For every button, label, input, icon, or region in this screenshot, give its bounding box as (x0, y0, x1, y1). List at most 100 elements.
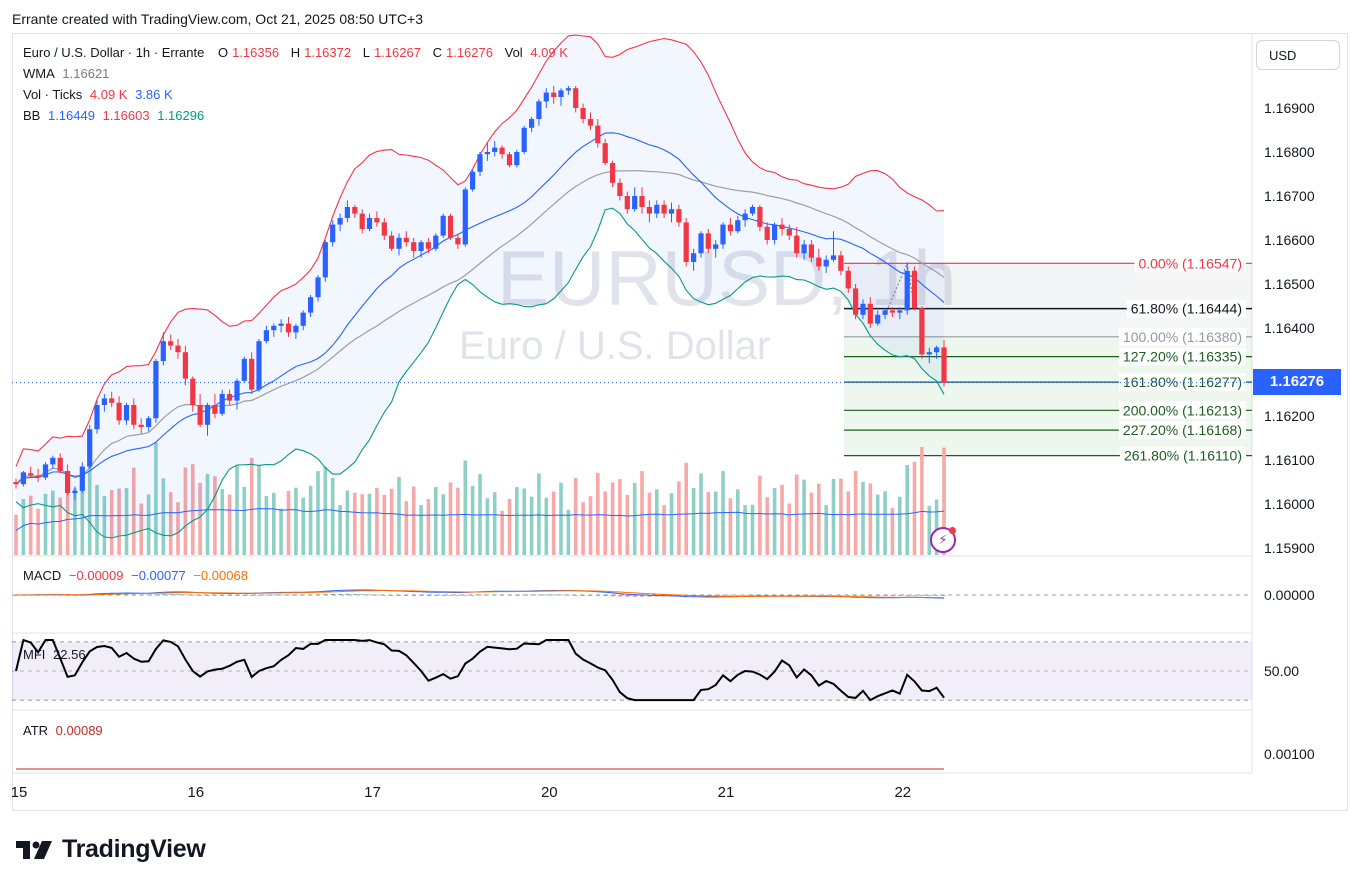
macd-histogram-bar (205, 595, 210, 596)
volume-bar (677, 481, 681, 555)
bb-upper-value: 1.16603 (102, 108, 150, 123)
volume-bar (36, 508, 40, 555)
volume-bar (492, 492, 497, 555)
macd-axis-label: 0.00000 (1264, 587, 1315, 603)
volume-bar (58, 497, 62, 555)
volume-bar (102, 496, 107, 555)
candle-body (919, 308, 925, 355)
candle-body (492, 147, 498, 152)
candle-body (632, 196, 638, 210)
candle-body (668, 209, 675, 214)
chart-frame (12, 33, 1348, 811)
volume-bar (124, 488, 129, 555)
macd-histogram-bar (198, 595, 203, 596)
macd-histogram-bar (227, 595, 232, 596)
candle-body (256, 341, 262, 390)
macd-histogram-bar (242, 595, 247, 596)
candle-body (801, 244, 807, 254)
macd-histogram-bar (153, 594, 158, 596)
legend-row-wma[interactable]: WMA 1.16621 (23, 66, 113, 81)
fib-label-background (1119, 446, 1246, 465)
macd-histogram-bar (632, 595, 637, 597)
candle-body (197, 405, 203, 425)
volume-bar (441, 494, 445, 555)
tradingview-logo[interactable]: TradingView (16, 835, 206, 864)
volume-bar (316, 471, 320, 555)
macd-histogram-bar (934, 595, 939, 596)
atr-value: 0.00089 (55, 723, 103, 738)
legend-row-bb[interactable]: BB 1.16449 1.16603 1.16296 (23, 108, 208, 123)
volume-bar (257, 465, 261, 555)
candle-body (941, 347, 947, 383)
symbol-title[interactable]: Euro / U.S. Dollar · 1h · Errante (23, 45, 205, 60)
wma-label: WMA (23, 66, 55, 81)
candle-body (484, 152, 490, 155)
macd-histogram-bar (942, 595, 946, 596)
candle-body (705, 233, 711, 249)
candle-body (610, 163, 616, 183)
logo-text: TradingView (62, 835, 206, 863)
volume-bar (824, 505, 828, 555)
atr-legend[interactable]: ATR 0.00089 (23, 723, 107, 738)
flash-icon[interactable]: ⚡ (930, 527, 956, 553)
volume-bar (87, 455, 92, 555)
candle-body (447, 215, 454, 238)
macd-histogram-bar (566, 594, 571, 596)
macd-histogram-bar (404, 595, 409, 596)
macd-histogram-bar (323, 594, 328, 595)
candle-body (514, 152, 520, 166)
volume-bar (109, 490, 114, 555)
volume-bar (456, 487, 460, 555)
macd-histogram-bar (507, 594, 512, 596)
macd-histogram-bar (65, 595, 70, 596)
volume-bar (146, 494, 151, 555)
candle-body (219, 394, 225, 414)
volume-bar (551, 491, 556, 555)
candle-body (28, 473, 34, 476)
macd-histogram-bar (897, 595, 902, 596)
macd-signal-line (16, 589, 945, 599)
macd-histogram-bar (367, 594, 372, 596)
ticks-label: Vol · Ticks (23, 87, 83, 102)
macd-histogram-bar (382, 594, 387, 596)
macd-histogram-bar (316, 594, 320, 596)
fib-level-label: 100.00% (1.16380) (1123, 329, 1242, 345)
candle-body (823, 259, 829, 267)
macd-histogram-bar (441, 595, 446, 596)
candle-body (845, 270, 851, 289)
macd-histogram-bar (868, 595, 873, 596)
mfi-legend[interactable]: MFI 22.56 (23, 647, 90, 662)
legend-row-volume[interactable]: Vol · Ticks 4.09 K 3.86 K (23, 87, 177, 102)
volume-bar (875, 494, 880, 555)
macd-histogram-bar (610, 595, 615, 597)
volume-ma-line (15, 508, 945, 531)
candle-body (204, 405, 211, 425)
macd-histogram-bar (802, 595, 807, 596)
volume-bar (669, 493, 674, 555)
macd-histogram-bar (131, 594, 136, 596)
macd-histogram-bar (374, 594, 379, 596)
candle-body (506, 154, 513, 166)
price-axis-label: 1.15900 (1264, 540, 1315, 556)
macd-histogram-bar (890, 595, 895, 596)
volume-bar (728, 498, 733, 555)
chart-canvas[interactable]: EURUSD, 1h Euro / U.S. Dollar 0.00% (1.1… (12, 33, 1348, 811)
candle-body (263, 330, 269, 342)
currency-button[interactable]: USD (1256, 40, 1340, 70)
volume-bar (500, 510, 504, 555)
macd-histogram-bar (271, 594, 276, 596)
price-axis-label: 1.16800 (1264, 144, 1315, 160)
volume-bar (610, 482, 615, 555)
volume-bar (14, 514, 18, 555)
volume-bar (912, 461, 917, 555)
candle-body (411, 242, 417, 251)
candle-body (190, 378, 196, 405)
candle-body (794, 235, 800, 254)
volume-bar (529, 496, 534, 555)
macd-histogram-bar (492, 594, 497, 596)
macd-legend[interactable]: MACD −0.00009 −0.00077 −0.00068 (23, 568, 252, 583)
macd-histogram-bar (757, 594, 762, 596)
candle-body (234, 380, 240, 401)
volume-bar (588, 496, 593, 555)
macd-histogram-bar (478, 594, 482, 596)
